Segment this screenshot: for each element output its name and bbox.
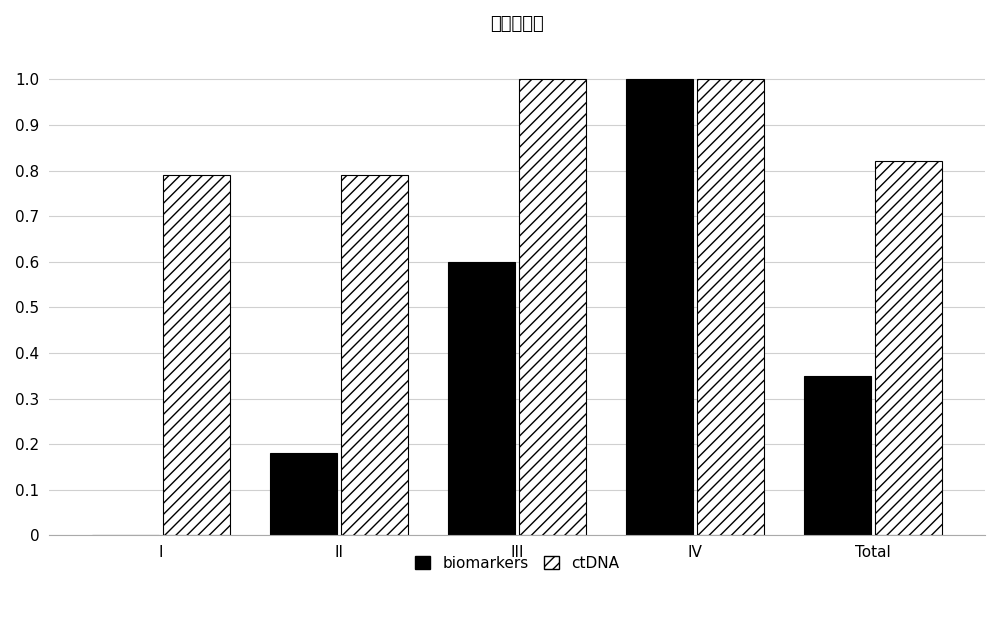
Bar (626, 79, 693, 535)
Bar (519, 79, 586, 535)
Bar (270, 454, 337, 535)
Bar (163, 175, 230, 535)
Bar (804, 376, 871, 535)
Bar (875, 162, 942, 535)
Bar (341, 175, 408, 535)
Title: 阳性检出率: 阳性检出率 (490, 15, 544, 33)
Legend: biomarkers, ctDNA: biomarkers, ctDNA (409, 550, 625, 577)
Bar (697, 79, 764, 535)
Bar (448, 262, 515, 535)
